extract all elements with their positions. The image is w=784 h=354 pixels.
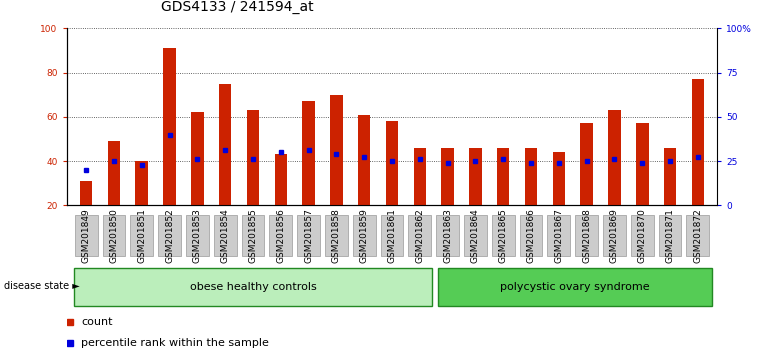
FancyBboxPatch shape: [603, 215, 626, 256]
Bar: [691, 79, 704, 205]
Bar: [163, 48, 176, 205]
Bar: [274, 154, 287, 205]
Bar: [358, 115, 371, 205]
FancyBboxPatch shape: [659, 215, 681, 256]
Bar: [441, 148, 454, 205]
Text: count: count: [81, 318, 112, 327]
Bar: [136, 161, 148, 205]
Text: GSM201852: GSM201852: [165, 208, 174, 263]
Text: GSM201855: GSM201855: [249, 208, 257, 263]
Text: GSM201871: GSM201871: [666, 208, 674, 263]
FancyBboxPatch shape: [74, 268, 432, 306]
FancyBboxPatch shape: [186, 215, 209, 256]
Bar: [191, 113, 204, 205]
FancyBboxPatch shape: [687, 215, 710, 256]
Text: GSM201864: GSM201864: [471, 208, 480, 263]
FancyBboxPatch shape: [631, 215, 654, 256]
Bar: [636, 124, 648, 205]
FancyBboxPatch shape: [325, 215, 348, 256]
Bar: [386, 121, 398, 205]
FancyBboxPatch shape: [158, 215, 181, 256]
Bar: [580, 124, 593, 205]
Text: GSM201869: GSM201869: [610, 208, 619, 263]
Text: percentile rank within the sample: percentile rank within the sample: [81, 338, 269, 348]
Text: obese healthy controls: obese healthy controls: [190, 282, 316, 292]
FancyBboxPatch shape: [464, 215, 487, 256]
Bar: [524, 148, 537, 205]
FancyBboxPatch shape: [74, 215, 97, 256]
Bar: [330, 95, 343, 205]
Text: GSM201863: GSM201863: [443, 208, 452, 263]
FancyBboxPatch shape: [380, 215, 404, 256]
FancyBboxPatch shape: [492, 215, 514, 256]
Bar: [497, 148, 510, 205]
Bar: [664, 148, 677, 205]
Bar: [303, 101, 315, 205]
Bar: [80, 181, 93, 205]
FancyBboxPatch shape: [408, 215, 431, 256]
Bar: [608, 110, 621, 205]
Text: polycystic ovary syndrome: polycystic ovary syndrome: [500, 282, 650, 292]
FancyBboxPatch shape: [297, 215, 320, 256]
Text: GSM201849: GSM201849: [82, 208, 91, 263]
FancyBboxPatch shape: [353, 215, 376, 256]
Text: GSM201861: GSM201861: [387, 208, 397, 263]
Bar: [413, 148, 426, 205]
FancyBboxPatch shape: [270, 215, 292, 256]
Bar: [107, 141, 120, 205]
Text: GSM201867: GSM201867: [554, 208, 564, 263]
Text: GDS4133 / 241594_at: GDS4133 / 241594_at: [161, 0, 314, 14]
Bar: [247, 110, 260, 205]
Text: GSM201866: GSM201866: [527, 208, 535, 263]
FancyBboxPatch shape: [130, 215, 153, 256]
Text: GSM201865: GSM201865: [499, 208, 508, 263]
Text: GSM201859: GSM201859: [360, 208, 368, 263]
Text: GSM201850: GSM201850: [110, 208, 118, 263]
Text: disease state ►: disease state ►: [4, 281, 80, 291]
Bar: [553, 152, 565, 205]
Text: GSM201851: GSM201851: [137, 208, 147, 263]
Bar: [469, 148, 481, 205]
Text: GSM201853: GSM201853: [193, 208, 201, 263]
Text: GSM201868: GSM201868: [583, 208, 591, 263]
FancyBboxPatch shape: [241, 215, 264, 256]
FancyBboxPatch shape: [103, 215, 125, 256]
Text: GSM201857: GSM201857: [304, 208, 313, 263]
FancyBboxPatch shape: [436, 215, 459, 256]
Text: GSM201858: GSM201858: [332, 208, 341, 263]
FancyBboxPatch shape: [575, 215, 598, 256]
Bar: [219, 84, 231, 205]
Text: GSM201854: GSM201854: [220, 208, 230, 263]
Text: GSM201870: GSM201870: [637, 208, 647, 263]
Text: GSM201872: GSM201872: [693, 208, 702, 263]
FancyBboxPatch shape: [547, 215, 570, 256]
Text: GSM201862: GSM201862: [416, 208, 424, 263]
FancyBboxPatch shape: [214, 215, 237, 256]
FancyBboxPatch shape: [520, 215, 543, 256]
Text: GSM201856: GSM201856: [276, 208, 285, 263]
FancyBboxPatch shape: [438, 268, 712, 306]
